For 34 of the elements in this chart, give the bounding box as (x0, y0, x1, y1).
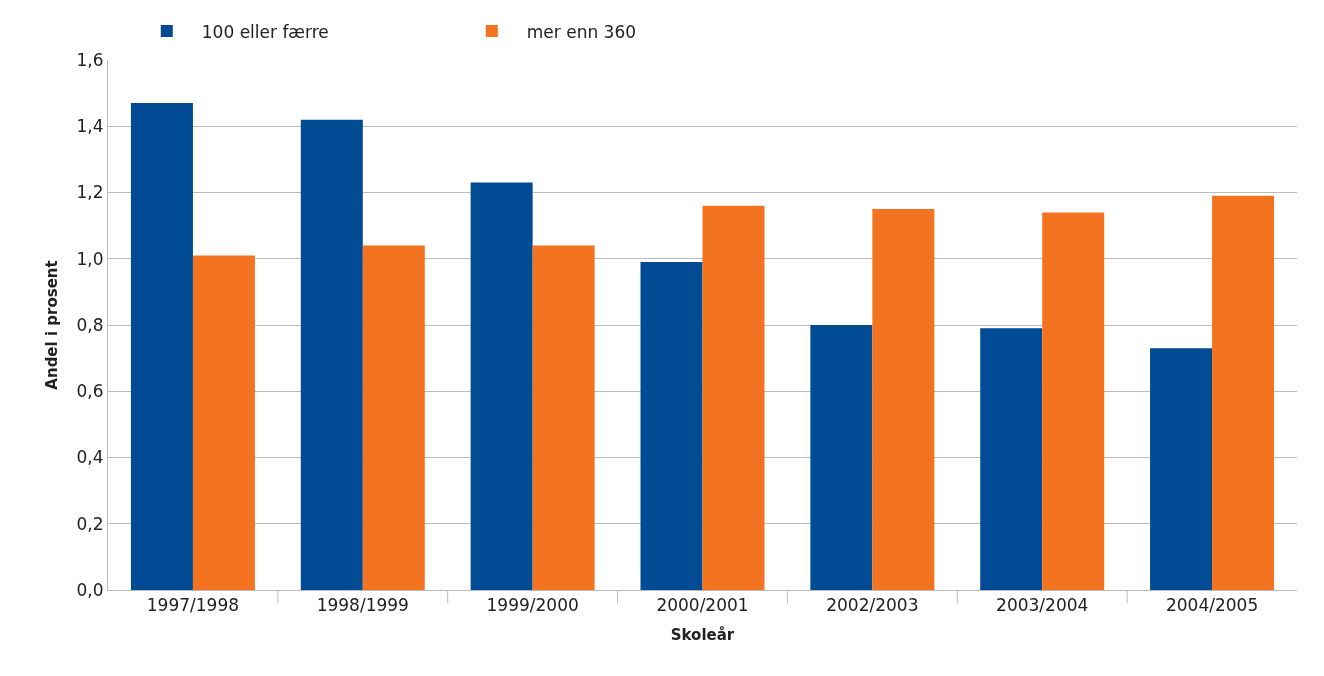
y-tick-label: 0,2 (76, 513, 104, 534)
bar (130, 103, 193, 590)
x-axis-title: Skoleår (670, 626, 735, 645)
y-tick-label: 0,6 (76, 381, 104, 402)
y-tick-label: 1,0 (76, 248, 104, 269)
x-tick-label: 1999/2000 (486, 595, 579, 616)
x-tick-label: 2000/2001 (656, 595, 749, 616)
y-tick-label: 0,8 (76, 314, 104, 335)
y-tick-label: 1,6 (76, 49, 104, 70)
x-tick-label: 2004/2005 (1165, 595, 1259, 616)
bar (1150, 348, 1213, 590)
bar (532, 245, 595, 590)
bar (470, 182, 533, 590)
bar (810, 325, 873, 590)
bar (702, 205, 765, 590)
y-tick-label: 1,4 (76, 116, 104, 137)
bar (362, 245, 425, 590)
y-tick-label: 1,2 (76, 182, 104, 203)
y-tick-label: 0,0 (76, 579, 104, 600)
bar (192, 255, 255, 590)
bar (1212, 195, 1275, 590)
bar (1042, 212, 1105, 590)
bar (640, 262, 703, 590)
x-tick-label: 2002/2003 (826, 595, 919, 616)
bar (872, 209, 935, 590)
x-tick-label: 1997/1998 (146, 595, 240, 616)
y-axis-title: Andel i prosent (42, 260, 61, 390)
bar (980, 328, 1043, 590)
bar (300, 119, 363, 590)
legend-label: 100 eller færre (201, 21, 329, 42)
x-tick-label: 1998/1999 (316, 595, 409, 616)
x-tick-label: 2003/2004 (996, 595, 1089, 616)
legend-label: mer enn 360 (526, 21, 637, 42)
y-tick-label: 0,4 (76, 447, 104, 468)
